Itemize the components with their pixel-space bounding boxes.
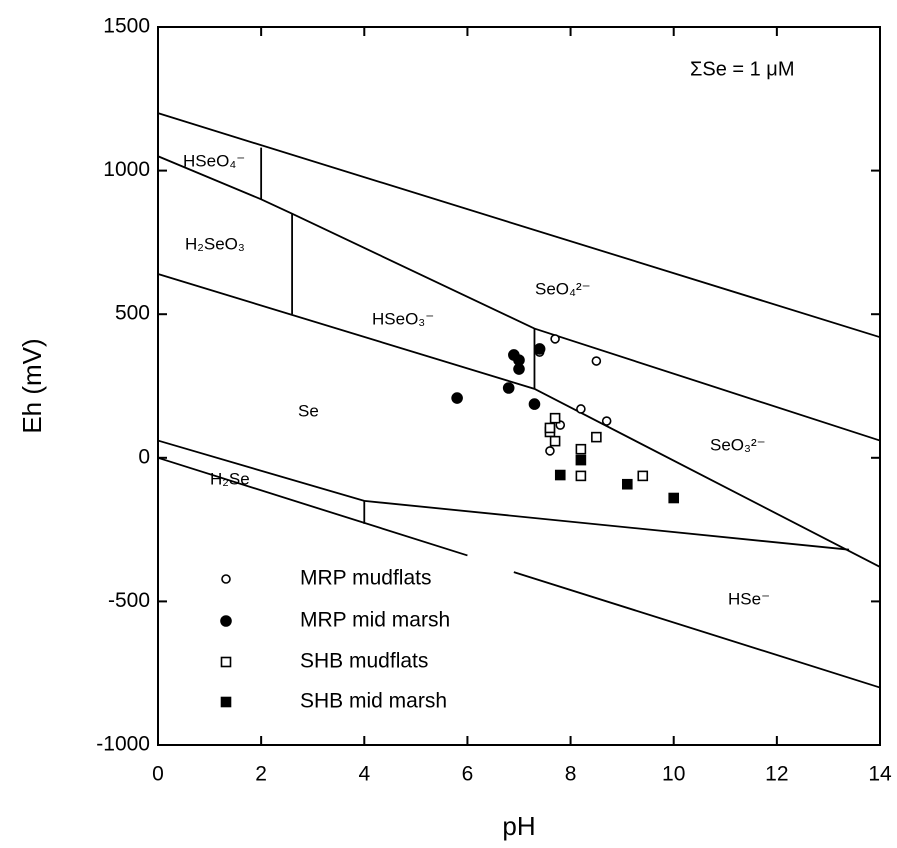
x-tick-label: 12 bbox=[765, 763, 788, 786]
x-tick-label: 0 bbox=[152, 763, 164, 786]
region-label: Se bbox=[298, 401, 319, 420]
y-tick-label: -500 bbox=[108, 589, 150, 612]
data-point bbox=[575, 454, 587, 466]
y-tick-label: 1000 bbox=[103, 158, 150, 181]
data-point bbox=[554, 469, 566, 481]
legend-marker bbox=[220, 615, 232, 627]
annotation: ΣSe = 1 μM bbox=[690, 58, 794, 80]
data-point bbox=[451, 392, 463, 404]
x-tick-label: 2 bbox=[255, 763, 267, 786]
data-point bbox=[601, 416, 612, 426]
data-point bbox=[544, 422, 556, 434]
data-point bbox=[575, 470, 587, 482]
region-label: H₂SeO₃ bbox=[185, 234, 245, 253]
x-tick-label: 8 bbox=[565, 763, 577, 786]
data-point bbox=[545, 446, 555, 456]
region-label: HSeO₄⁻ bbox=[183, 151, 245, 170]
x-tick-label: 10 bbox=[662, 763, 685, 786]
data-point bbox=[591, 431, 602, 443]
data-point bbox=[528, 398, 541, 410]
phase-boundary bbox=[157, 273, 881, 568]
region-label: SeO₄²⁻ bbox=[535, 279, 591, 298]
phase-boundary bbox=[157, 112, 881, 339]
x-tick-label: 14 bbox=[868, 763, 892, 786]
data-point bbox=[502, 382, 515, 394]
data-point bbox=[591, 356, 602, 366]
region-label: SeO₃²⁻ bbox=[710, 435, 766, 454]
phase-boundary bbox=[157, 155, 881, 442]
data-point bbox=[576, 404, 586, 414]
legend-marker bbox=[220, 656, 232, 668]
data-point bbox=[637, 470, 649, 482]
legend-label: MRP mudflats bbox=[300, 567, 432, 590]
x-axis-title: pH bbox=[502, 811, 535, 841]
data-point bbox=[549, 412, 561, 424]
legend-marker bbox=[220, 696, 232, 708]
data-point bbox=[533, 343, 546, 355]
data-point bbox=[621, 478, 633, 490]
data-point bbox=[513, 363, 525, 375]
x-tick-label: 4 bbox=[358, 763, 370, 786]
data-point bbox=[550, 334, 560, 344]
legend-label: SHB mudflats bbox=[300, 650, 428, 673]
legend-marker bbox=[221, 574, 231, 584]
phase-boundary bbox=[157, 456, 881, 689]
y-tick-label: -1000 bbox=[96, 733, 150, 756]
x-tick-label: 6 bbox=[462, 763, 474, 786]
region-label: HSe⁻ bbox=[728, 589, 770, 608]
y-tick-label: 500 bbox=[115, 302, 150, 325]
y-tick-label: 0 bbox=[138, 445, 150, 468]
data-point bbox=[549, 435, 561, 447]
phase-boundary bbox=[157, 439, 850, 551]
legend-label: SHB mid marsh bbox=[300, 690, 447, 713]
y-axis-title: Eh (mV) bbox=[17, 338, 47, 433]
data-point bbox=[575, 443, 587, 455]
legend-label: MRP mid marsh bbox=[300, 609, 450, 632]
y-tick-label: 1500 bbox=[103, 15, 150, 38]
plot-frame bbox=[157, 26, 881, 746]
data-point bbox=[668, 492, 680, 504]
region-label: HSeO₃⁻ bbox=[372, 309, 434, 328]
